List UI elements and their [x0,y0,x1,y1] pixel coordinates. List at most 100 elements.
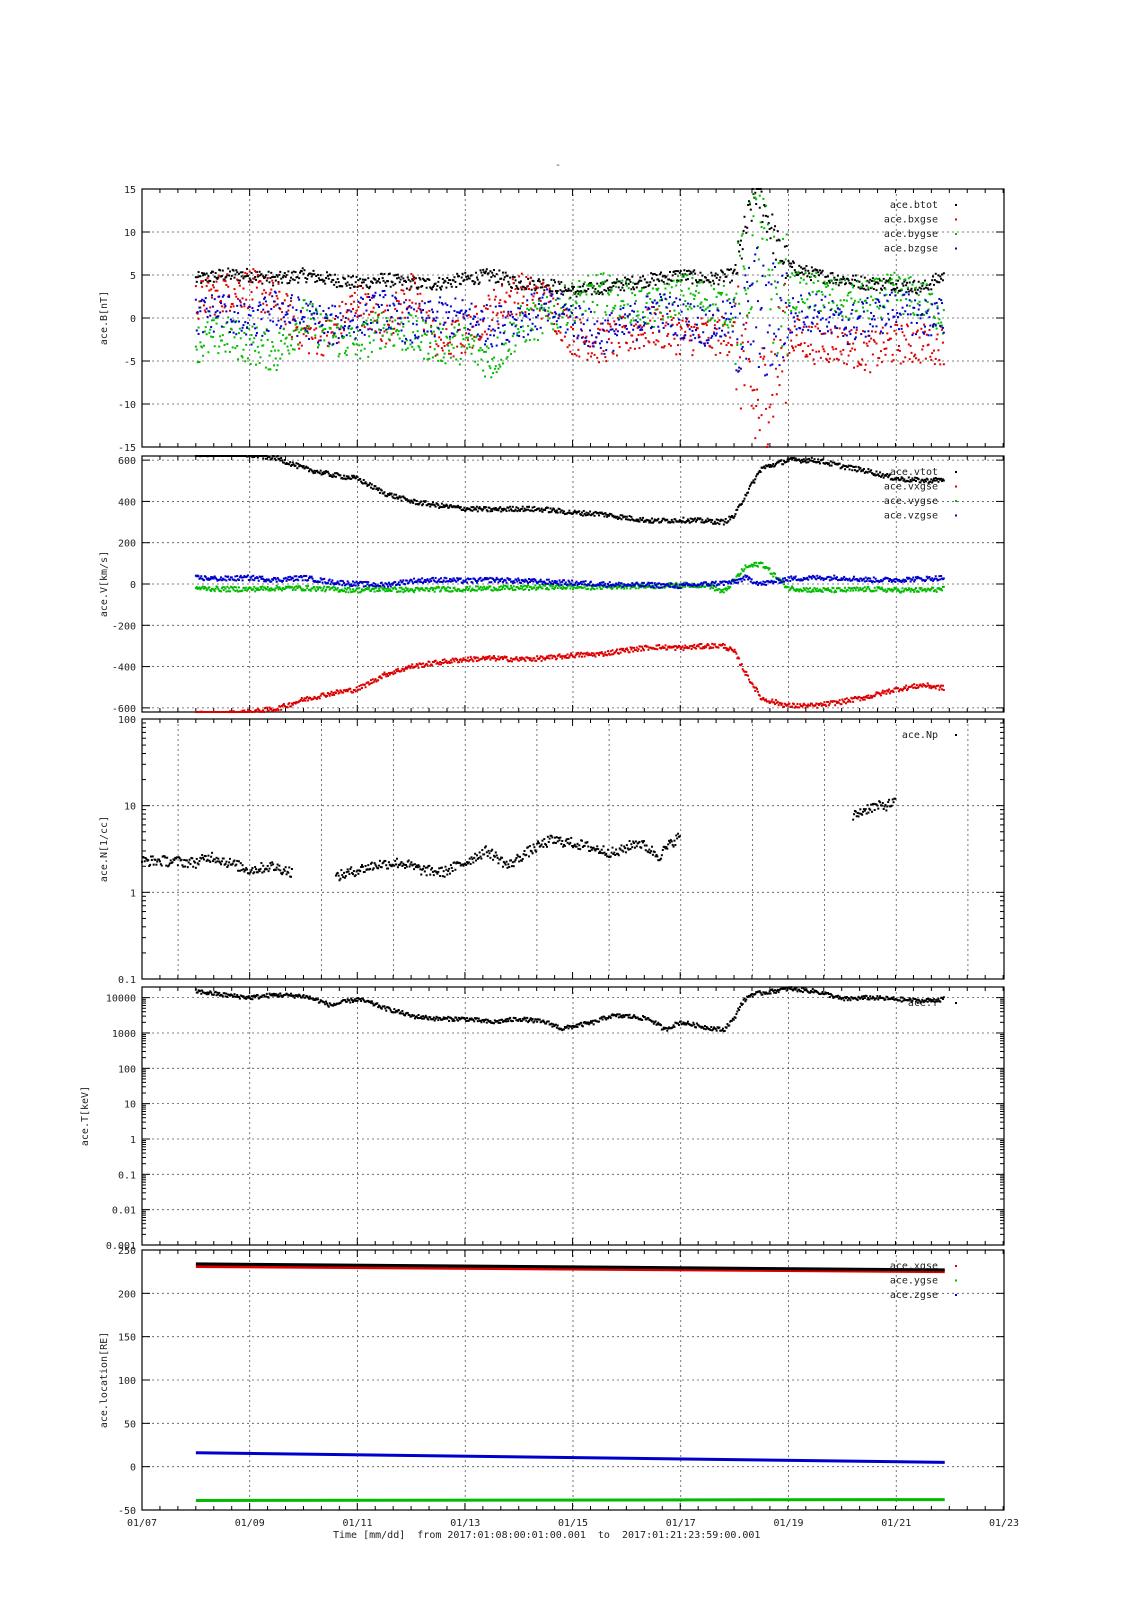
data-point [841,315,843,317]
data-point [306,696,308,698]
data-point [448,506,450,508]
data-point [567,290,569,292]
data-point [682,303,684,305]
data-point [594,288,596,290]
data-point [471,338,473,340]
data-point [471,510,473,512]
data-point [610,326,612,328]
data-point [258,351,260,353]
data-point [639,646,641,648]
data-point [360,315,362,317]
data-point [688,321,690,323]
data-point [229,351,231,353]
data-point [320,339,322,341]
data-point [202,331,204,333]
y-tick-label: 10 [124,228,136,239]
data-point [547,310,549,312]
data-point [612,285,614,287]
data-point [682,320,684,322]
data-point [280,318,282,320]
data-point [500,278,502,280]
data-point [738,367,740,369]
data-point [418,286,420,288]
data-point [453,310,455,312]
data-point [844,468,846,470]
data-point [647,295,649,297]
data-point [405,299,407,301]
data-point [586,359,588,361]
data-point [744,384,746,386]
data-point [863,288,865,290]
data-point [612,328,614,330]
data-point [735,369,737,371]
data-point [911,334,913,336]
data-point [592,301,594,303]
data-point [512,316,514,318]
data-point [909,299,911,301]
data-point [400,329,402,331]
data-point [751,405,753,407]
data-point [680,338,682,340]
data-point [341,285,343,287]
data-point [880,330,882,332]
data-point [720,294,722,296]
data-point [561,340,563,342]
data-point [384,346,386,348]
data-point [568,288,570,290]
data-point [246,327,248,329]
data-point [361,687,363,689]
data-point [793,457,795,459]
data-point [346,475,348,477]
data-point [303,465,305,467]
data-point [324,472,326,474]
data-point [831,288,833,290]
data-point [709,281,711,283]
data-point [874,341,876,343]
data-point [246,273,248,275]
data-point [515,285,517,287]
data-point [408,320,410,322]
data-point [924,326,926,328]
data-point [622,648,624,650]
data-point [691,272,693,274]
data-point [532,507,534,509]
data-point [636,519,638,521]
data-point [332,336,334,338]
data-point [359,302,361,304]
data-point [914,299,916,301]
data-point [308,352,310,354]
data-point [274,350,276,352]
data-point [900,363,902,365]
data-point [827,285,829,287]
data-point [388,326,390,328]
data-point [671,319,673,321]
data-point [333,475,335,477]
data-point [664,298,666,300]
data-point [755,326,757,328]
data-point [745,494,747,496]
data-point [744,226,746,228]
data-point [720,336,722,338]
data-point [604,311,606,313]
data-point [541,304,543,306]
data-point [631,276,633,278]
data-point [512,506,514,508]
data-point [769,466,771,468]
data-point [880,317,882,319]
data-point [477,364,479,366]
data-point [601,284,603,286]
data-point [770,364,772,366]
data-point [533,338,535,340]
data-point [577,652,579,654]
data-point [915,333,917,335]
data-point [640,280,642,282]
data-point [551,323,553,325]
data-point [541,283,543,285]
data-point [651,517,653,519]
data-point [902,313,904,315]
data-point [400,289,402,291]
data-point [478,324,480,326]
data-point [431,333,433,335]
data-point [867,289,869,291]
data-point [865,364,867,366]
